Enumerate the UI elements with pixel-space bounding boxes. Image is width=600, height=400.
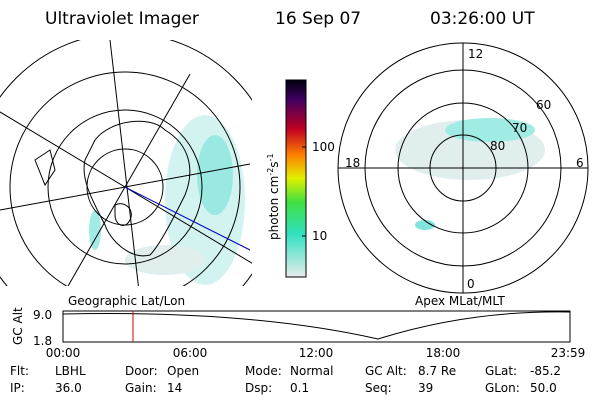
footer-value: 0.1	[290, 381, 309, 395]
footer-label: GC Alt:	[365, 364, 407, 378]
footer-label: GLon:	[485, 381, 520, 395]
footer-value: -85.2	[530, 364, 561, 378]
footer: Flt: LBHL Door: Open Mode: Normal GC Alt: 8.7 R…	[10, 364, 561, 395]
footer-value: 14	[167, 381, 182, 395]
colorbar	[285, 79, 307, 278]
footer-value: Normal	[290, 364, 333, 378]
geographic-map	[0, 40, 252, 286]
colorbar-tick: 10	[312, 229, 327, 243]
date: 16 Sep 07	[275, 9, 361, 29]
altitude-xtick: 18:00	[426, 346, 461, 360]
footer-label: Gain:	[125, 381, 157, 395]
footer-label: Dsp:	[245, 381, 272, 395]
mlt-label: 6	[576, 156, 584, 170]
altitude-ytick: 1.8	[33, 334, 52, 348]
lat-label: 60	[536, 98, 551, 112]
lat-label: 80	[490, 139, 505, 153]
footer-label: IP:	[10, 381, 25, 395]
footer-value: 36.0	[55, 381, 82, 395]
altitude-xtick: 12:00	[299, 346, 334, 360]
footer-value: 39	[418, 381, 433, 395]
colorbar-unit: photon cm-2s-1	[266, 153, 281, 240]
footer-label: Seq:	[365, 381, 392, 395]
footer-value: 8.7 Re	[418, 364, 456, 378]
footer-value: 50.0	[530, 381, 557, 395]
footer-value: LBHL	[55, 364, 86, 378]
footer-value: Open	[167, 364, 199, 378]
lat-label: 70	[512, 121, 527, 135]
time: 03:26:00 UT	[430, 9, 535, 29]
panel-label: Apex MLat/MLT	[415, 294, 505, 308]
footer-label: GLat:	[485, 364, 517, 378]
footer-label: Door:	[125, 364, 158, 378]
altitude-curve	[62, 311, 571, 340]
magnetic-map	[337, 42, 589, 294]
altitude-ylabel: GC Alt	[11, 307, 25, 345]
mlt-label: 0	[467, 277, 475, 291]
altitude-plot	[62, 310, 571, 343]
mlt-label: 12	[468, 47, 483, 61]
altitude-xtick: 06:00	[173, 346, 208, 360]
footer-label: Flt:	[10, 364, 29, 378]
altitude-xtick: 23:59	[551, 346, 586, 360]
altitude-ytick: 9.0	[33, 308, 52, 322]
instrument: Ultraviolet Imager	[45, 9, 199, 29]
colorbar-tick: 100	[312, 140, 335, 154]
panel-label: Geographic Lat/Lon	[68, 294, 185, 308]
altitude-xtick: 00:00	[46, 346, 81, 360]
footer-label: Mode:	[245, 364, 282, 378]
mlt-label: 18	[345, 156, 360, 170]
